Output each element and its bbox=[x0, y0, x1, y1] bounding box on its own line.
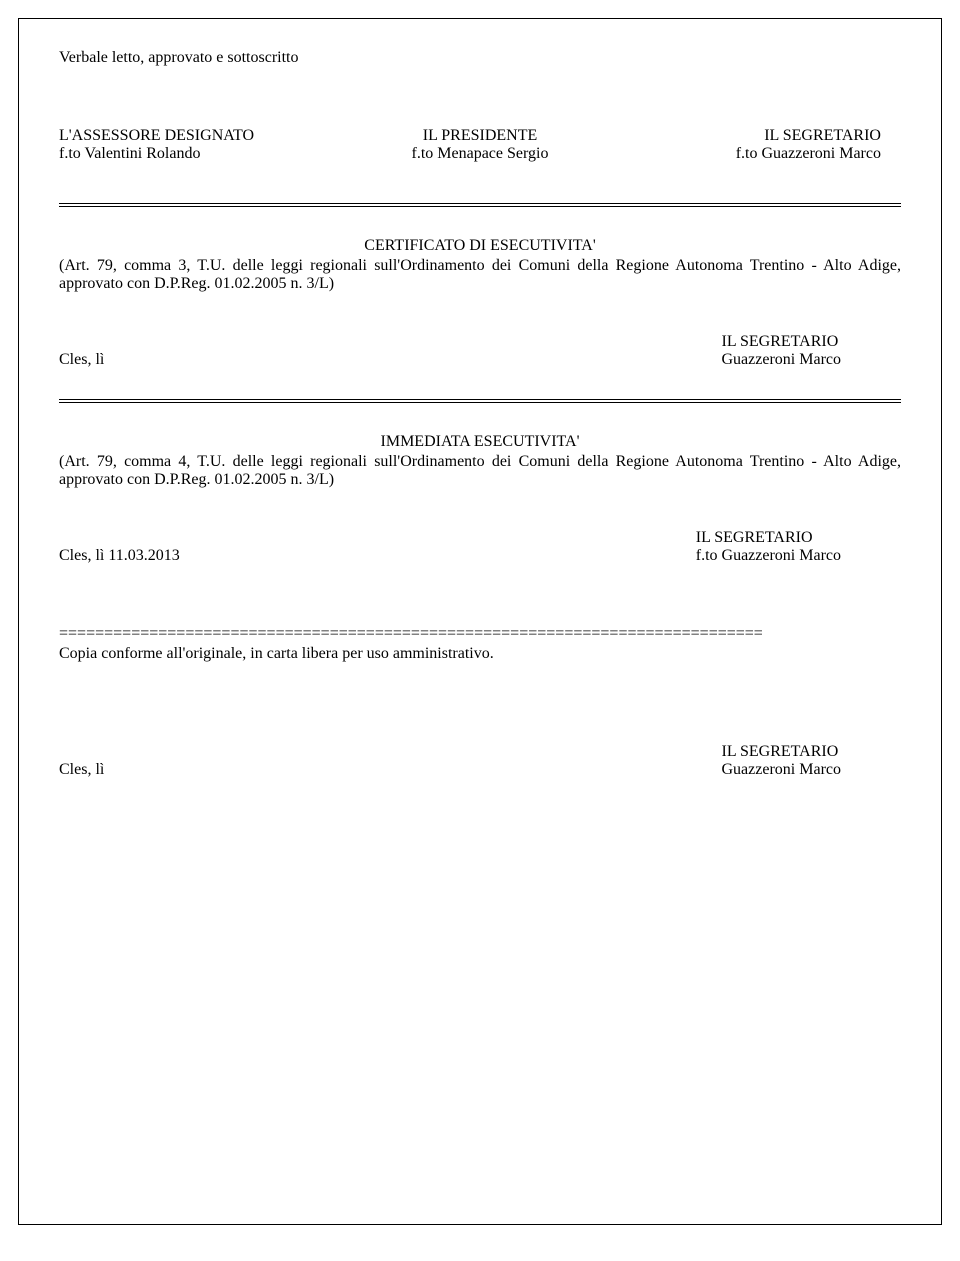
president-role: IL PRESIDENTE bbox=[341, 127, 619, 145]
cert2-signature-block: Cles, lì 11.03.2013 IL SEGRETARIO f.to G… bbox=[59, 529, 901, 565]
cert1-signature-block: Cles, lì IL SEGRETARIO Guazzeroni Marco bbox=[59, 333, 901, 369]
final-secretary-name: Guazzeroni Marco bbox=[722, 761, 842, 779]
secretary-role-top: IL SEGRETARIO bbox=[623, 127, 881, 145]
assessor-signature: L'ASSESSORE DESIGNATO f.to Valentini Rol… bbox=[59, 127, 337, 163]
cert1-secretary: IL SEGRETARIO Guazzeroni Marco bbox=[722, 333, 902, 369]
final-signature-block: Cles, lì IL SEGRETARIO Guazzeroni Marco bbox=[59, 743, 901, 779]
cert2-secretary-role: IL SEGRETARIO bbox=[696, 529, 841, 547]
copia-conforme: Copia conforme all'originale, in carta l… bbox=[59, 645, 901, 663]
cert2-secretary-name: f.to Guazzeroni Marco bbox=[696, 547, 841, 565]
cert1-title: CERTIFICATO DI ESECUTIVITA' bbox=[59, 237, 901, 255]
president-name: f.to Menapace Sergio bbox=[341, 145, 619, 163]
assessor-name: f.to Valentini Rolando bbox=[59, 145, 337, 163]
page-frame: Verbale letto, approvato e sottoscritto … bbox=[18, 18, 942, 1225]
final-secretary: IL SEGRETARIO Guazzeroni Marco bbox=[722, 743, 902, 779]
cert2-secretary: IL SEGRETARIO f.to Guazzeroni Marco bbox=[696, 529, 901, 565]
assessor-role: L'ASSESSORE DESIGNATO bbox=[59, 127, 337, 145]
cert1-body: (Art. 79, comma 3, T.U. delle leggi regi… bbox=[59, 257, 901, 293]
top-signature-block: L'ASSESSORE DESIGNATO f.to Valentini Rol… bbox=[59, 127, 901, 163]
opening-line: Verbale letto, approvato e sottoscritto bbox=[59, 49, 901, 67]
cert2-body: (Art. 79, comma 4, T.U. delle leggi regi… bbox=[59, 453, 901, 489]
president-signature: IL PRESIDENTE f.to Menapace Sergio bbox=[341, 127, 619, 163]
cert1-secretary-role: IL SEGRETARIO bbox=[722, 333, 842, 351]
secretary-signature-top: IL SEGRETARIO f.to Guazzeroni Marco bbox=[623, 127, 901, 163]
divider-rule-1 bbox=[59, 203, 901, 207]
cert2-title: IMMEDIATA ESECUTIVITA' bbox=[59, 433, 901, 451]
cert1-place-date: Cles, lì bbox=[59, 351, 104, 369]
cert1-secretary-name: Guazzeroni Marco bbox=[722, 351, 842, 369]
final-place-date: Cles, lì bbox=[59, 761, 104, 779]
equals-divider: ========================================… bbox=[59, 625, 901, 643]
divider-rule-2 bbox=[59, 399, 901, 403]
secretary-name-top: f.to Guazzeroni Marco bbox=[623, 145, 881, 163]
cert2-place-date: Cles, lì 11.03.2013 bbox=[59, 547, 180, 565]
final-secretary-role: IL SEGRETARIO bbox=[722, 743, 842, 761]
